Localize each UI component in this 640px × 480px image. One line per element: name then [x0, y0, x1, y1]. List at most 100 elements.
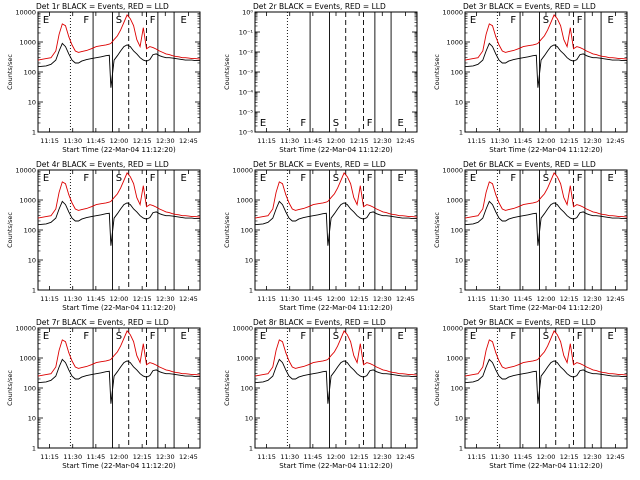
y-axis-title: Counts/sec: [6, 54, 14, 90]
x-tick-label: 12:00: [327, 295, 346, 303]
marker-letter: F: [83, 15, 89, 26]
marker-letter: S: [116, 173, 122, 184]
x-tick-label: 12:45: [179, 295, 198, 303]
y-tick-label: 100: [451, 227, 463, 235]
marker-letter: S: [116, 15, 122, 26]
marker-letter: S: [116, 331, 122, 342]
series-events-line: [254, 358, 417, 404]
series-lld-line: [464, 14, 628, 61]
x-tick-label: 11:45: [86, 295, 105, 303]
panel-title: Det 7r BLACK = Events, RED = LLD: [36, 318, 169, 327]
y-tick-label: 10⁻²: [239, 49, 254, 57]
marker-letter: E: [181, 331, 187, 342]
x-tick-label: 12:45: [396, 137, 415, 145]
marker-letter: E: [470, 331, 476, 342]
panel-det-3: Det 3r BLACK = Events, RED = LLD 1 10 100 10…: [433, 2, 628, 154]
y-tick-label: 1000: [446, 39, 463, 47]
x-tick-label: 12:00: [537, 137, 556, 145]
y-tick-label: 10000: [442, 9, 463, 17]
plot-frame: [464, 327, 628, 449]
x-tick-label: 11:30: [63, 453, 82, 461]
y-axis-title: Counts/sec: [433, 212, 441, 248]
series-events-line: [37, 200, 200, 246]
x-tick-label: 12:30: [583, 295, 602, 303]
marker-letter: E: [181, 15, 187, 26]
marker-letter: E: [43, 15, 49, 26]
marker-letter: S: [333, 331, 339, 342]
x-tick-label: 12:45: [179, 453, 198, 461]
x-tick-label: 11:45: [303, 137, 322, 145]
x-tick-label: 12:45: [396, 295, 415, 303]
series-lld-line: [37, 330, 201, 377]
x-axis-title: Start Time (22-Mar-04 11:12:20): [62, 462, 176, 470]
x-tick-label: 12:00: [537, 453, 556, 461]
x-tick-label: 11:15: [257, 453, 276, 461]
x-tick-label: 12:15: [133, 137, 152, 145]
y-axis-title: Counts/sec: [6, 370, 14, 406]
panel-det-5: Det 5r BLACK = Events, RED = LLD 1 10 100 10…: [223, 160, 418, 312]
y-tick-label: 10: [28, 99, 36, 107]
series-events-line: [464, 200, 627, 246]
marker-letter: F: [510, 15, 516, 26]
marker-letter: F: [300, 173, 306, 184]
y-tick-label: 10⁰: [242, 9, 253, 17]
marker-letter: S: [543, 173, 549, 184]
panel-det-9: Det 9r BLACK = Events, RED = LLD 1 10 100 10…: [433, 318, 628, 470]
panel-title: Det 3r BLACK = Events, RED = LLD: [463, 2, 596, 11]
y-tick-label: 10⁻⁵: [239, 109, 254, 117]
x-tick-label: 12:15: [560, 295, 579, 303]
series-lld-line: [464, 172, 628, 219]
x-tick-label: 12:30: [373, 137, 392, 145]
x-tick-label: 12:00: [110, 453, 129, 461]
plot-frame: [37, 327, 201, 449]
y-tick-label: 1000: [19, 197, 36, 205]
series-events-line: [464, 358, 627, 404]
y-tick-label: 1: [249, 445, 253, 453]
marker-letter: S: [543, 15, 549, 26]
plot-frame: [254, 169, 418, 291]
series-lld-line: [37, 14, 201, 61]
y-tick-label: 1: [32, 129, 36, 137]
x-tick-label: 11:15: [257, 137, 276, 145]
panel-title: Det 1r BLACK = Events, RED = LLD: [36, 2, 169, 11]
x-tick-label: 12:15: [133, 295, 152, 303]
y-tick-label: 1000: [236, 355, 253, 363]
x-tick-label: 11:15: [40, 453, 59, 461]
y-tick-label: 1000: [236, 197, 253, 205]
x-axis-title: Start Time (22-Mar-04 11:12:20): [489, 304, 603, 312]
y-tick-label: 100: [241, 385, 253, 393]
marker-letter: F: [83, 331, 89, 342]
marker-letter: F: [150, 15, 156, 26]
marker-letter: E: [608, 331, 614, 342]
y-tick-label: 10: [28, 415, 36, 423]
y-tick-label: 10000: [442, 325, 463, 333]
x-tick-label: 12:45: [396, 453, 415, 461]
marker-letter: F: [367, 331, 373, 342]
x-tick-label: 12:30: [373, 453, 392, 461]
plot-frame: [464, 169, 628, 291]
marker-letter: F: [577, 173, 583, 184]
x-tick-label: 11:45: [86, 453, 105, 461]
x-tick-label: 12:45: [606, 453, 625, 461]
y-tick-label: 10000: [232, 167, 253, 175]
panel-det-2: Det 2r BLACK = Events, RED = LLD 10⁻⁶ 10⁻⁵…: [223, 2, 418, 154]
x-tick-label: 11:15: [40, 295, 59, 303]
y-tick-label: 100: [24, 385, 36, 393]
x-tick-label: 11:15: [467, 137, 486, 145]
x-tick-label: 11:45: [303, 295, 322, 303]
marker-letter: S: [543, 331, 549, 342]
series-events-line: [254, 200, 417, 246]
panel-title: Det 5r BLACK = Events, RED = LLD: [253, 160, 386, 169]
y-tick-label: 10000: [442, 167, 463, 175]
marker-letter: E: [608, 173, 614, 184]
marker-letter: E: [43, 331, 49, 342]
y-tick-label: 10: [455, 99, 463, 107]
x-tick-label: 11:30: [63, 137, 82, 145]
y-tick-label: 100: [451, 69, 463, 77]
series-lld-line: [464, 330, 628, 377]
x-tick-label: 11:45: [513, 453, 532, 461]
x-axis-title: Start Time (22-Mar-04 11:12:20): [279, 462, 393, 470]
marker-letter: F: [577, 331, 583, 342]
x-axis-title: Start Time (22-Mar-04 11:12:20): [489, 462, 603, 470]
panel-title: Det 9r BLACK = Events, RED = LLD: [463, 318, 596, 327]
